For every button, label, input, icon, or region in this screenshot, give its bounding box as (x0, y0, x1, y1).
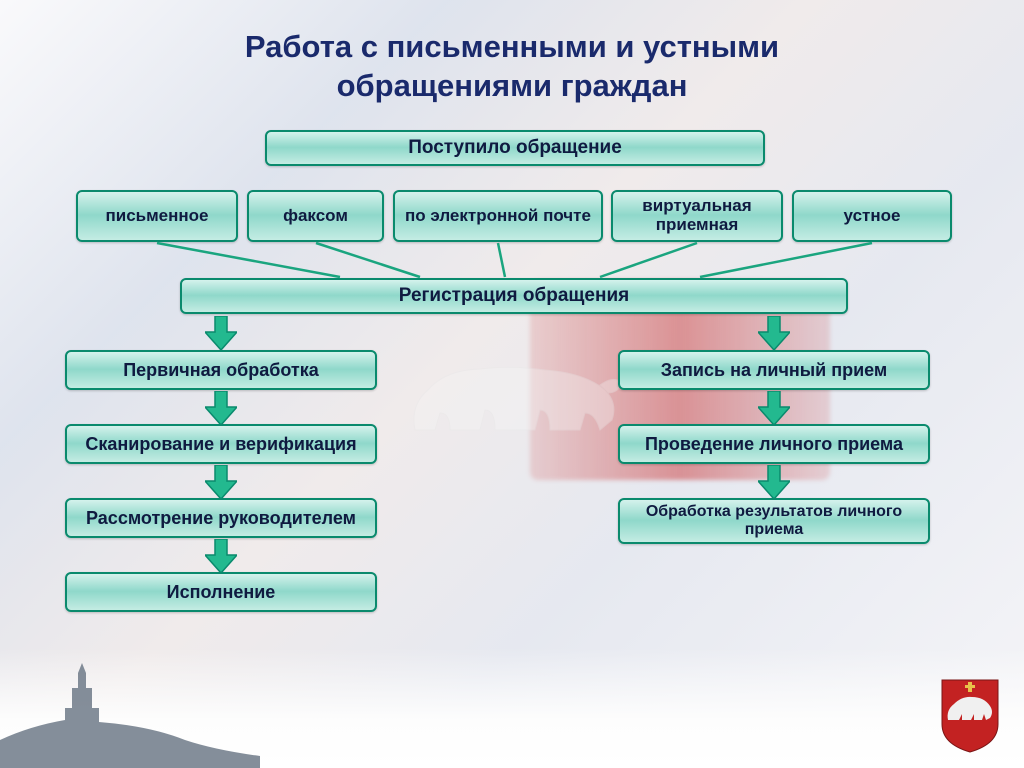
title-line-1: Работа с письменными и устными (245, 29, 779, 64)
arrow-down-icon (205, 316, 237, 350)
connectors (0, 0, 1024, 768)
arrow-down-icon (758, 391, 790, 425)
arrow-down-icon (205, 391, 237, 425)
arrow-down-icon (758, 316, 790, 350)
page-title: Работа с письменными и устными обращения… (0, 28, 1024, 106)
arrow-down-icon (758, 465, 790, 499)
title-line-2: обращениями граждан (337, 68, 688, 103)
arrow-down-icon (205, 465, 237, 499)
arrow-down-icon (205, 539, 237, 573)
